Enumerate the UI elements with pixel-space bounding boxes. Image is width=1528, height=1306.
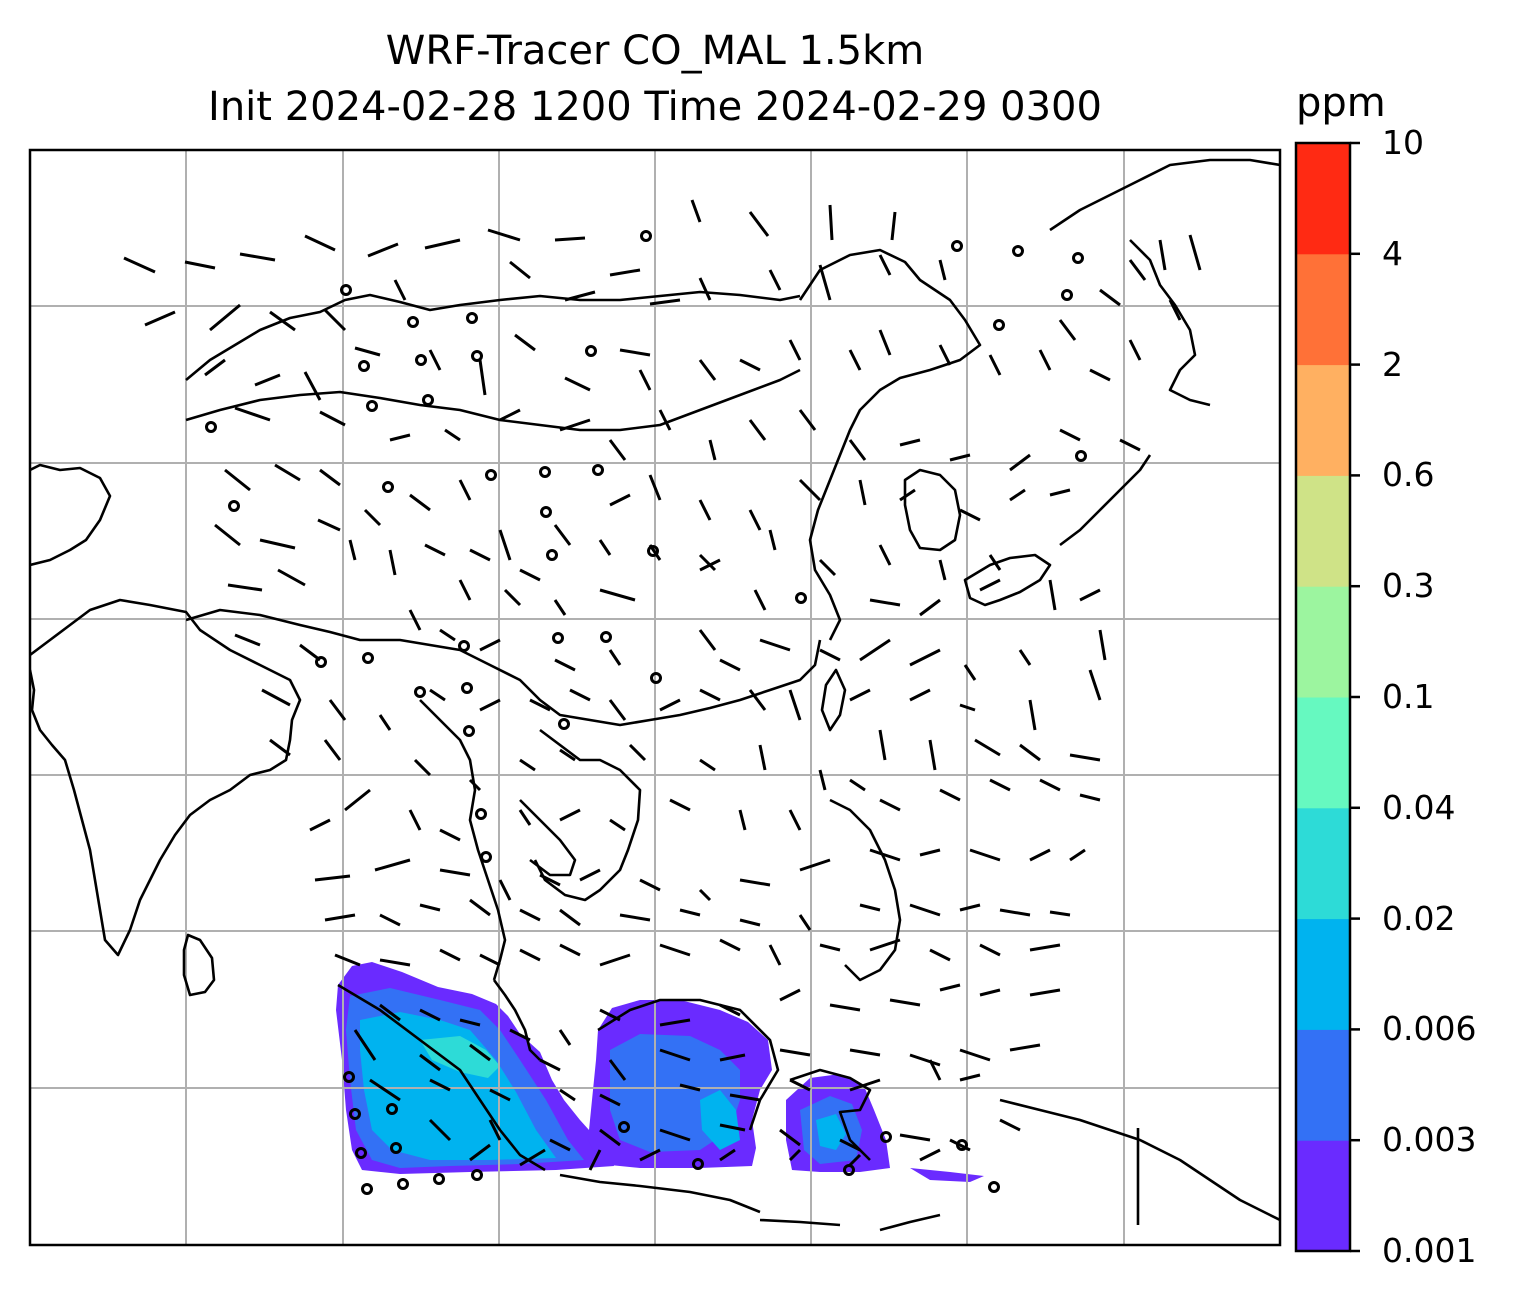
- colorbar-tick-label: 4: [1382, 233, 1403, 273]
- colorbar-tick-label: 0.1: [1382, 677, 1435, 716]
- coastline-lesser-sunda: [759, 1218, 841, 1227]
- coastline-srilanka: [182, 933, 216, 997]
- colorbar-tick-label: 2: [1382, 344, 1403, 384]
- tracer-region-sulawesi-core: [816, 1114, 846, 1150]
- coastline-japan: [963, 553, 1052, 607]
- colorbar-tick-label: 0.006: [1382, 1009, 1477, 1049]
- coastline-japan-north: [1059, 454, 1152, 547]
- colorbar-block: [1296, 586, 1350, 698]
- colorbar-block: [1296, 475, 1350, 587]
- coastline-russia-east: [1129, 239, 1211, 407]
- colorbar-tick-label: 0.02: [1382, 898, 1456, 938]
- colorbar-tick-label: 0.6: [1382, 455, 1435, 495]
- colorbar-tick-label: 10: [1382, 123, 1424, 162]
- coastline-philippines: [829, 798, 902, 982]
- coastline-indochina-east: [533, 728, 642, 902]
- border-mongolia: [185, 368, 801, 432]
- coastline-korea: [903, 468, 962, 552]
- tracer-region-sumatra-core: [360, 1012, 556, 1160]
- coastline-timor: [879, 1213, 941, 1232]
- colorbar: [1296, 143, 1350, 1252]
- colorbar-tick-label: 0.3: [1382, 566, 1435, 606]
- coastline-sulawesi: [789, 1068, 872, 1161]
- coastline-gulf-thailand: [519, 799, 577, 877]
- map-title-line2: Init 2024-02-28 1200 Time 2024-02-29 030…: [208, 84, 1102, 130]
- tracer-region-sumatra-peak: [420, 1036, 500, 1078]
- colorbar-block: [1296, 253, 1350, 366]
- coastline-india: [30, 598, 302, 957]
- colorbar-block: [1296, 807, 1350, 920]
- coastline-malay: [492, 979, 541, 1061]
- coastline-arabian: [30, 463, 112, 567]
- coastline-indochina: [419, 699, 507, 981]
- coastline-china-east: [798, 248, 982, 641]
- border-china-south: [185, 608, 822, 727]
- colorbar-block: [1296, 1029, 1350, 1141]
- coastline-borneo: [597, 998, 780, 1131]
- colorbar-block: [1296, 918, 1350, 1030]
- border-himalaya: [185, 290, 801, 381]
- colorbar-block: [1296, 697, 1350, 809]
- coastline-taiwan: [820, 668, 847, 732]
- wind-barbs: [123, 199, 1202, 1171]
- tracer-region-east: [910, 1168, 984, 1182]
- tracer-field: [336, 962, 984, 1182]
- colorbar-unit-label: ppm: [1296, 80, 1386, 126]
- colorbar-tick-label: 0.001: [1382, 1231, 1477, 1270]
- map-title-line1: WRF-Tracer CO_MAL 1.5km: [385, 28, 925, 74]
- coastline-java: [559, 1173, 761, 1214]
- colorbar-ticks: [1350, 141, 1360, 1253]
- colorbar-frame: [1294, 141, 1352, 1253]
- tracer-region-borneo-core: [700, 1090, 740, 1150]
- gridlines: [30, 150, 1280, 1245]
- coastline-newguinea: [999, 1098, 1280, 1222]
- colorbar-tick-label: 0.04: [1382, 787, 1456, 827]
- coastline-russia: [1049, 158, 1280, 232]
- colorbar-tick-label: 0.003: [1382, 1120, 1477, 1160]
- calm-markers: [205, 230, 1087, 1195]
- colorbar-block: [1296, 143, 1350, 255]
- coastline-sumatra: [337, 983, 546, 1172]
- colorbar-block: [1296, 1140, 1350, 1252]
- colorbar-block: [1296, 364, 1350, 476]
- map-frame: [28, 148, 1282, 1247]
